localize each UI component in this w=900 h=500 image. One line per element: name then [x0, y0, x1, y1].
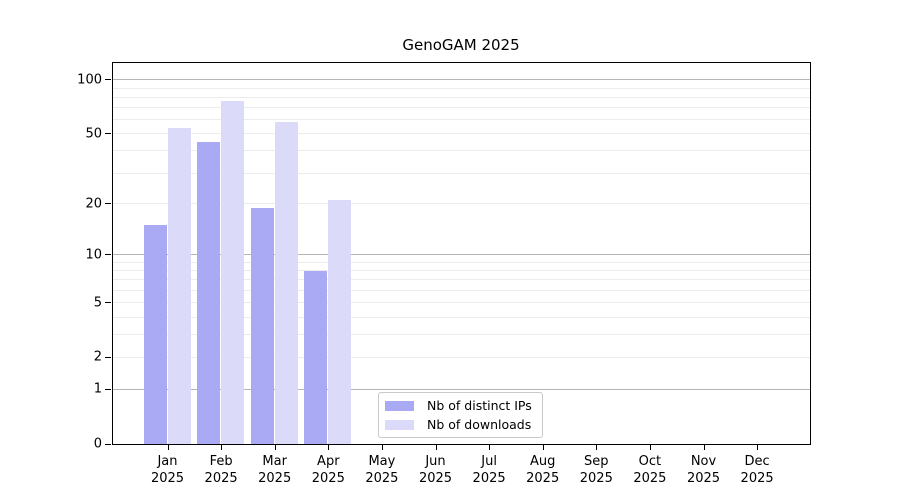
plot-area — [112, 62, 811, 445]
x-tick-label-may: May 2025 — [365, 454, 399, 486]
x-tick-label-mar: Mar 2025 — [258, 454, 292, 486]
minor-gridline-2 — [113, 356, 810, 358]
bar-apr-distinct-ips — [304, 270, 328, 444]
major-gridline-1 — [113, 388, 810, 390]
x-tick-nov — [703, 445, 705, 450]
minor-gridline-3 — [113, 334, 810, 336]
legend-item-distinct-ips: Nb of distinct IPs — [385, 399, 532, 412]
minor-gridline-90 — [113, 87, 810, 89]
minor-gridline-20 — [113, 203, 810, 205]
minor-gridline-30 — [113, 172, 810, 174]
minor-gridline-6 — [113, 289, 810, 291]
x-tick-oct — [649, 445, 651, 450]
legend: Nb of distinct IPs Nb of downloads — [378, 392, 543, 438]
minor-gridline-50 — [113, 133, 810, 135]
minor-gridline-80 — [113, 96, 810, 98]
y-tick-label-2: 2 — [93, 349, 102, 365]
x-axis: Jan 2025 Feb 2025 Mar 2025 Apr 2025 May 2025… — [113, 444, 810, 500]
minor-gridline-4 — [113, 316, 810, 318]
bar-feb-downloads — [221, 101, 245, 444]
x-tick-jul — [489, 445, 491, 450]
legend-swatch-distinct-ips — [385, 400, 414, 411]
y-tick-label-5: 5 — [93, 295, 102, 311]
legend-swatch-downloads — [385, 419, 414, 430]
y-tick-label-20: 20 — [85, 196, 102, 212]
major-gridline-10 — [113, 254, 810, 256]
major-gridline-100 — [113, 79, 810, 81]
x-tick-jan — [167, 445, 169, 450]
minor-gridline-40 — [113, 150, 810, 152]
x-tick-label-dec: Dec 2025 — [740, 454, 774, 486]
y-tick-50 — [105, 133, 111, 135]
bar-feb-distinct-ips — [197, 141, 221, 444]
x-tick-may — [381, 445, 383, 450]
bar-mar-downloads — [274, 122, 298, 444]
minor-gridline-60 — [113, 119, 810, 121]
y-tick-5 — [105, 302, 111, 304]
minor-gridline-8 — [113, 270, 810, 272]
y-tick-label-0: 0 — [93, 436, 102, 452]
x-tick-aug — [542, 445, 544, 450]
x-tick-feb — [221, 445, 223, 450]
x-tick-label-aug: Aug 2025 — [526, 454, 560, 486]
chart-title: GenoGAM 2025 — [402, 36, 520, 54]
minor-gridline-5 — [113, 302, 810, 304]
legend-item-downloads: Nb of downloads — [385, 418, 532, 431]
x-tick-jun — [435, 445, 437, 450]
legend-label-distinct-ips: Nb of distinct IPs — [427, 398, 532, 413]
y-tick-20 — [105, 203, 111, 205]
bar-jan-downloads — [167, 127, 191, 444]
y-tick-1 — [105, 388, 111, 390]
x-tick-dec — [757, 445, 759, 450]
x-tick-label-apr: Apr 2025 — [311, 454, 345, 486]
y-tick-100 — [105, 79, 111, 81]
y-tick-0 — [105, 443, 111, 445]
x-tick-label-jan: Jan 2025 — [150, 454, 185, 486]
x-tick-apr — [328, 445, 330, 450]
x-tick-label-jul: Jul 2025 — [472, 454, 506, 486]
x-tick-sep — [596, 445, 598, 450]
minor-gridline-9 — [113, 261, 810, 263]
x-tick-label-jun: Jun 2025 — [418, 454, 453, 486]
y-tick-2 — [105, 356, 111, 358]
bar-jan-distinct-ips — [143, 225, 167, 444]
minor-gridline-7 — [113, 279, 810, 281]
y-tick-label-50: 50 — [85, 126, 102, 142]
y-tick-label-1: 1 — [93, 381, 102, 397]
x-tick-label-sep: Sep 2025 — [579, 454, 613, 486]
y-tick-10 — [105, 254, 111, 256]
x-tick-label-nov: Nov 2025 — [686, 454, 721, 486]
bar-apr-downloads — [328, 200, 352, 444]
minor-gridline-70 — [113, 107, 810, 109]
x-tick-label-oct: Oct 2025 — [633, 454, 667, 486]
x-tick-mar — [274, 445, 276, 450]
x-tick-label-feb: Feb 2025 — [204, 454, 238, 486]
y-tick-label-10: 10 — [85, 247, 102, 263]
y-tick-label-100: 100 — [77, 72, 102, 88]
bar-mar-distinct-ips — [250, 207, 274, 444]
legend-label-downloads: Nb of downloads — [427, 417, 532, 432]
